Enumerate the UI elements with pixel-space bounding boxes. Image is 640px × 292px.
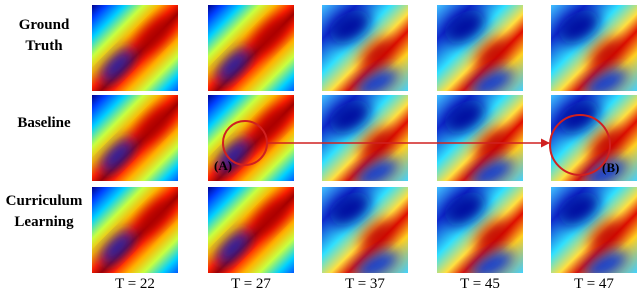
heatmap bbox=[437, 5, 523, 91]
blob bbox=[558, 192, 600, 226]
blob bbox=[355, 250, 399, 273]
blob bbox=[475, 38, 509, 68]
blob bbox=[329, 192, 371, 226]
heatmap bbox=[92, 95, 178, 181]
blob bbox=[100, 138, 134, 172]
heatmap bbox=[322, 95, 408, 181]
column-label: T = 47 bbox=[574, 276, 614, 292]
heatmap bbox=[92, 187, 178, 273]
annotation: (B) bbox=[602, 160, 619, 175]
blob bbox=[135, 198, 173, 236]
blob bbox=[584, 158, 628, 181]
blob bbox=[444, 10, 486, 44]
blob bbox=[470, 68, 514, 91]
column-label: T = 27 bbox=[231, 276, 271, 292]
blob bbox=[329, 10, 371, 44]
blob bbox=[355, 68, 399, 91]
heatmap bbox=[551, 187, 637, 273]
blob bbox=[135, 16, 173, 54]
highlight-circle bbox=[549, 114, 611, 176]
annotation: (A) bbox=[214, 158, 232, 173]
row-label: Curriculum Learning bbox=[6, 193, 83, 230]
blob bbox=[558, 10, 600, 44]
blob bbox=[216, 48, 250, 82]
blob bbox=[355, 158, 399, 181]
heatmap bbox=[92, 5, 178, 91]
blob bbox=[470, 250, 514, 273]
heatmap bbox=[437, 95, 523, 181]
blob bbox=[251, 198, 289, 236]
heatmap bbox=[208, 5, 294, 91]
blob bbox=[329, 100, 371, 134]
heatmap bbox=[551, 95, 637, 181]
blob bbox=[444, 192, 486, 226]
blob bbox=[584, 68, 628, 91]
heatmap bbox=[208, 187, 294, 273]
blob bbox=[216, 230, 250, 264]
blob bbox=[475, 220, 509, 250]
heatmap-grid bbox=[92, 5, 637, 273]
heatmap bbox=[551, 5, 637, 91]
blob bbox=[100, 48, 134, 82]
blob bbox=[470, 158, 514, 181]
labels: Ground Truth Baseline Curriculum Learning T =… bbox=[6, 17, 615, 292]
heatmap bbox=[322, 187, 408, 273]
blob bbox=[251, 16, 289, 54]
blob bbox=[444, 100, 486, 134]
heatmap bbox=[208, 95, 294, 181]
blob bbox=[216, 138, 250, 172]
blob bbox=[360, 38, 394, 68]
column-label: T = 37 bbox=[345, 276, 385, 292]
blob bbox=[584, 250, 628, 273]
heatmap bbox=[322, 5, 408, 91]
column-label: T = 45 bbox=[460, 276, 500, 292]
blob bbox=[589, 128, 623, 158]
blob bbox=[251, 106, 289, 144]
blob bbox=[558, 100, 600, 134]
blob bbox=[100, 230, 134, 264]
blob bbox=[135, 106, 173, 144]
blob bbox=[589, 220, 623, 250]
column-label: T = 22 bbox=[115, 276, 155, 292]
blob bbox=[589, 38, 623, 68]
row-label: Ground Truth bbox=[19, 17, 70, 54]
blob bbox=[360, 220, 394, 250]
row-label: Baseline bbox=[17, 115, 71, 131]
heatmap bbox=[437, 187, 523, 273]
